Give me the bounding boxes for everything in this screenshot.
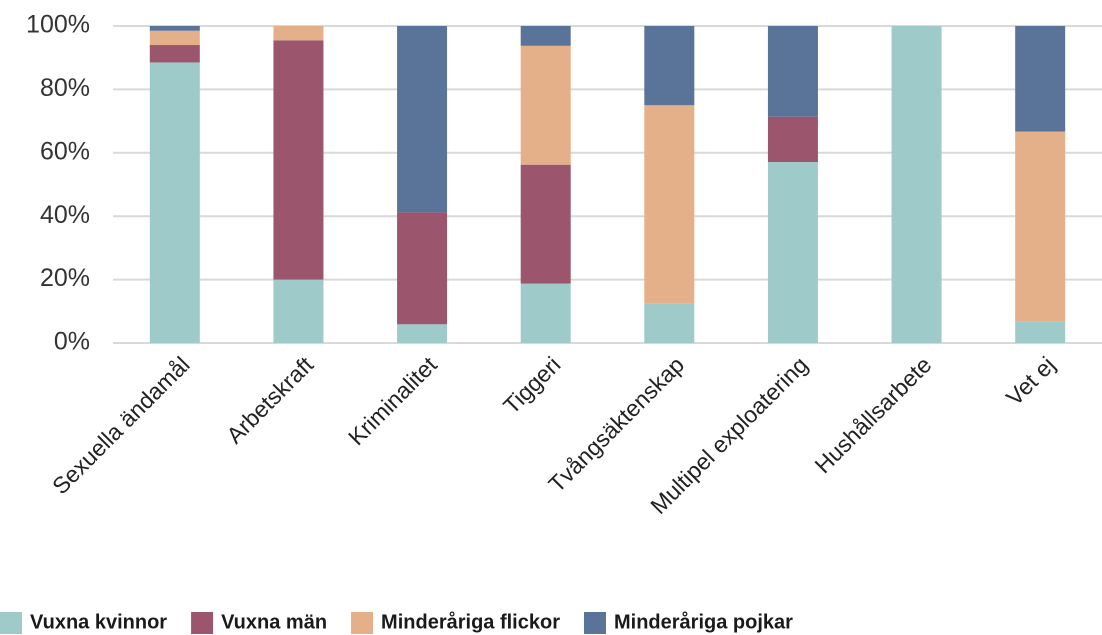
bar-segment <box>520 283 571 343</box>
y-tick-label: 100% <box>26 11 90 39</box>
bar-segment <box>767 161 818 343</box>
bar-segment <box>767 116 818 162</box>
bar-segment <box>520 164 571 284</box>
x-tick-label: Kriminalitet <box>343 351 442 450</box>
bar-segment <box>149 30 200 46</box>
bar-segment <box>397 26 448 213</box>
y-tick-label: 80% <box>40 74 90 102</box>
bar-segment <box>1015 26 1066 132</box>
bar-segment <box>149 26 200 31</box>
bar-segment <box>644 105 695 304</box>
legend-swatch <box>0 612 22 634</box>
bar-segment <box>1015 131 1066 322</box>
y-tick-label: 20% <box>40 264 90 292</box>
bar-segment <box>891 26 942 343</box>
bar-segment <box>273 40 324 280</box>
bar-segment <box>149 62 200 344</box>
bar-segment <box>644 303 695 343</box>
x-tick-label: Vet ej <box>1001 351 1060 410</box>
x-tick-label: Arbetskraft <box>221 351 318 448</box>
x-tick-label: Tiggeri <box>498 351 565 418</box>
bar-segment <box>149 45 200 63</box>
legend-swatch <box>351 612 374 634</box>
bar-segment <box>520 45 571 165</box>
bar-segment <box>767 26 818 117</box>
y-tick-label: 40% <box>40 201 90 229</box>
legend-swatch <box>191 612 214 634</box>
bar-segment <box>520 26 571 46</box>
bar-segment <box>273 279 324 343</box>
x-tick-label: Sexuella ändamål <box>47 351 195 499</box>
x-tick-label: Tvångsäktenskap <box>543 351 689 497</box>
legend-swatch <box>583 612 606 634</box>
y-tick-label: 0% <box>54 328 90 356</box>
x-tick-label: Hushållsarbete <box>810 351 937 478</box>
legend-label: Minderåriga pojkar <box>614 610 793 633</box>
legend-label: Vuxna kvinnor <box>30 611 167 633</box>
bar-segment <box>397 212 448 325</box>
legend-label: Vuxna män <box>221 611 327 633</box>
legend-label: Minderåriga flickor <box>381 610 560 633</box>
bar-segment <box>273 26 324 41</box>
bar-segment <box>644 26 695 106</box>
bar-segment <box>397 324 448 343</box>
y-tick-label: 60% <box>40 137 90 165</box>
bar-segment <box>1015 321 1066 343</box>
